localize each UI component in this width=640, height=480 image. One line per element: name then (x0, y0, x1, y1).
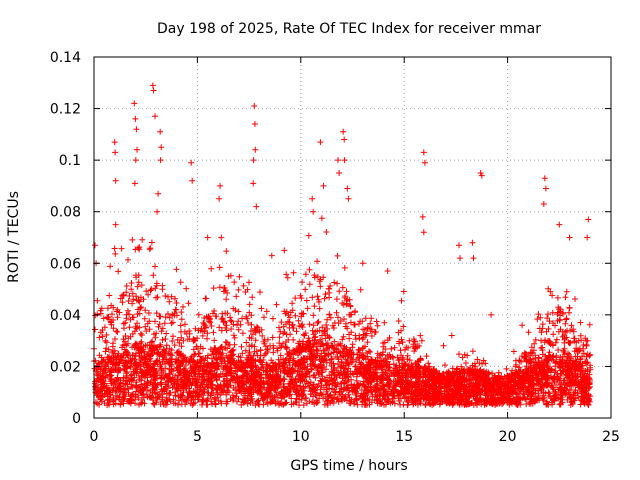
roti-points (91, 82, 594, 409)
x-tick-label: 20 (499, 429, 517, 445)
y-tick-label: 0.12 (50, 102, 81, 118)
y-tick-label: 0.06 (50, 256, 81, 272)
x-tick-label: 5 (193, 429, 202, 445)
y-tick-label: 0.04 (50, 308, 81, 324)
x-tick-labels: 0 5 10 15 20 25 (90, 429, 620, 445)
x-tick-label: 0 (90, 429, 99, 445)
y-tick-labels: 0 0.02 0.04 0.06 0.08 0.1 0.12 0.14 (50, 50, 81, 427)
x-tick-label: 25 (602, 429, 620, 445)
y-tick-label: 0.14 (50, 50, 81, 66)
x-tick-label: 10 (292, 429, 310, 445)
chart-title: Day 198 of 2025, Rate Of TEC Index for r… (157, 21, 541, 37)
x-axis-label: GPS time / hours (290, 458, 407, 474)
axis-ticks (93, 56, 612, 419)
y-axis-label: ROTI / TECUs (6, 191, 22, 283)
x-tick-label: 15 (395, 429, 413, 445)
plot-frame (93, 56, 612, 419)
y-tick-label: 0.02 (50, 359, 81, 375)
data-points (91, 82, 594, 409)
y-tick-label: 0 (72, 411, 81, 427)
y-tick-label: 0.1 (59, 153, 81, 169)
y-tick-label: 0.08 (50, 205, 81, 221)
